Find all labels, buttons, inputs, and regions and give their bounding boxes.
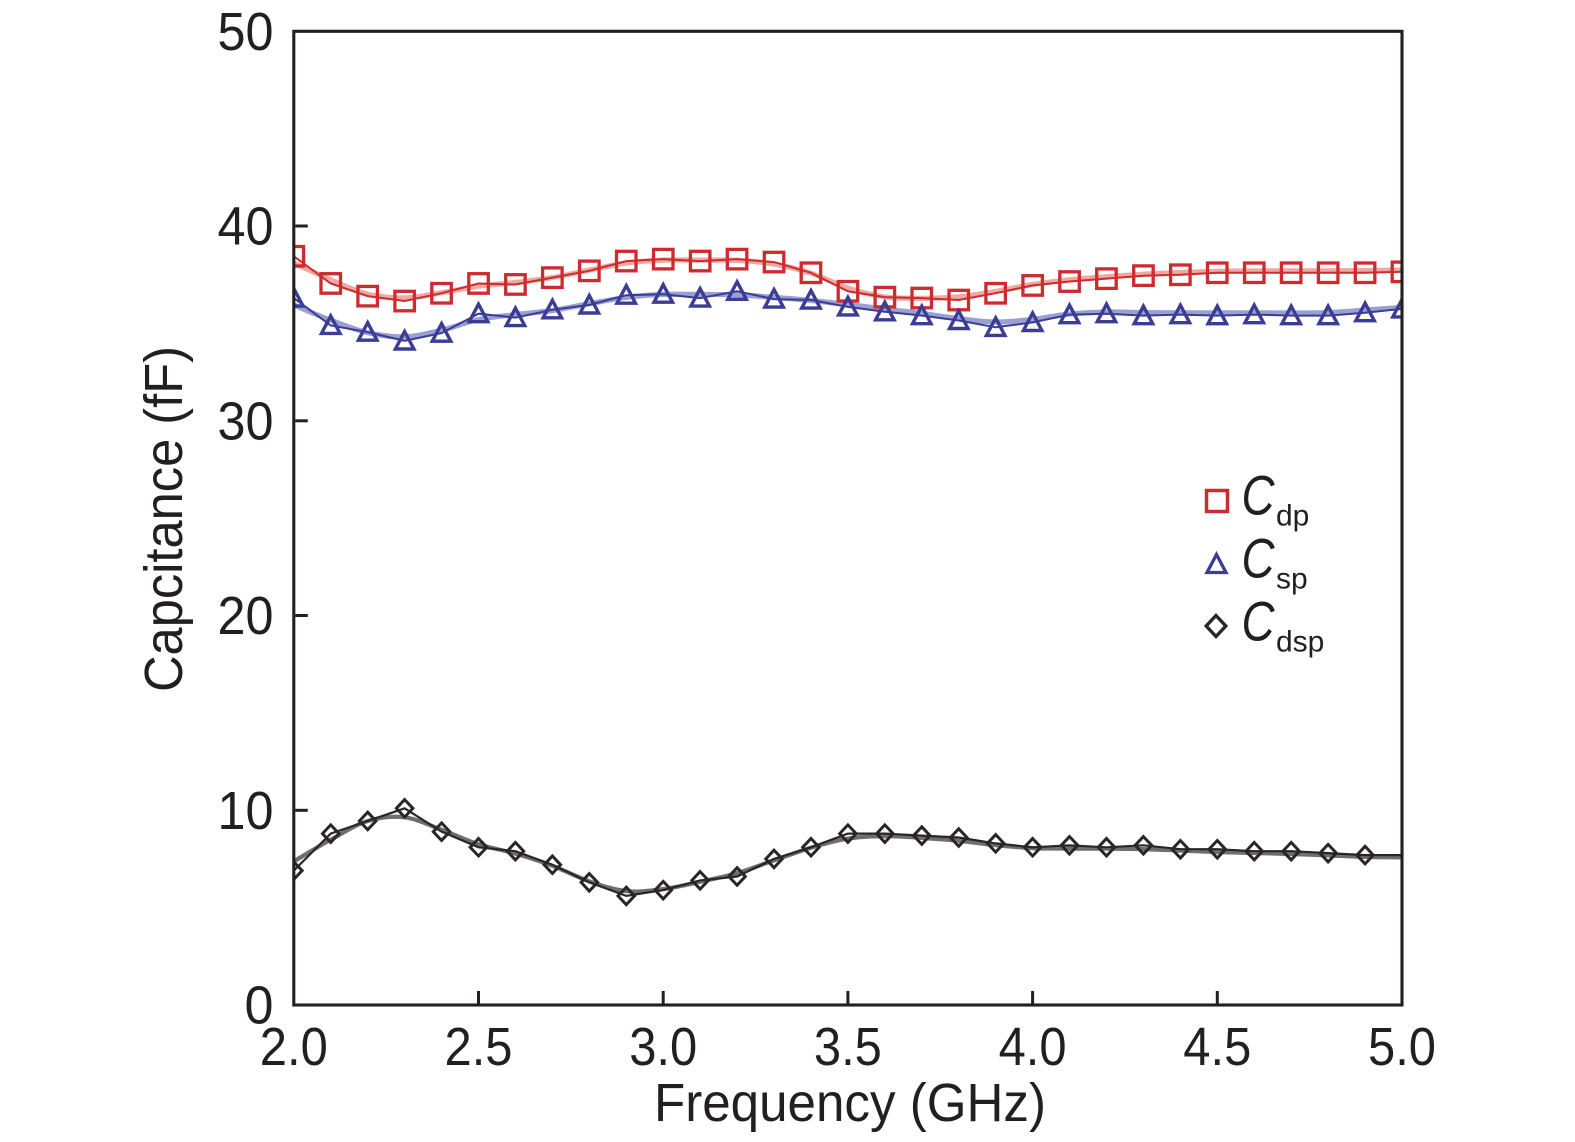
svg-text:Capcitance (fF): Capcitance (fF) bbox=[134, 346, 194, 692]
svg-text:2.5: 2.5 bbox=[445, 1017, 513, 1077]
svg-text:30: 30 bbox=[218, 391, 274, 451]
svg-text:0: 0 bbox=[245, 976, 274, 1036]
svg-text:C: C bbox=[1242, 464, 1275, 527]
svg-text:3.5: 3.5 bbox=[814, 1017, 882, 1077]
svg-text:dsp: dsp bbox=[1276, 626, 1324, 659]
svg-text:40: 40 bbox=[218, 197, 274, 257]
svg-text:sp: sp bbox=[1276, 563, 1308, 596]
svg-text:3.0: 3.0 bbox=[629, 1017, 697, 1077]
svg-text:dp: dp bbox=[1276, 500, 1309, 533]
svg-text:5.0: 5.0 bbox=[1368, 1017, 1436, 1077]
svg-text:C: C bbox=[1242, 527, 1275, 590]
svg-text:10: 10 bbox=[218, 781, 274, 841]
svg-text:50: 50 bbox=[218, 2, 274, 62]
svg-text:Frequency (GHz): Frequency (GHz) bbox=[654, 1073, 1046, 1133]
svg-text:20: 20 bbox=[218, 586, 274, 646]
svg-text:4.0: 4.0 bbox=[999, 1017, 1067, 1077]
svg-text:2.0: 2.0 bbox=[260, 1017, 328, 1077]
svg-text:4.5: 4.5 bbox=[1183, 1017, 1251, 1077]
svg-text:C: C bbox=[1242, 590, 1275, 653]
